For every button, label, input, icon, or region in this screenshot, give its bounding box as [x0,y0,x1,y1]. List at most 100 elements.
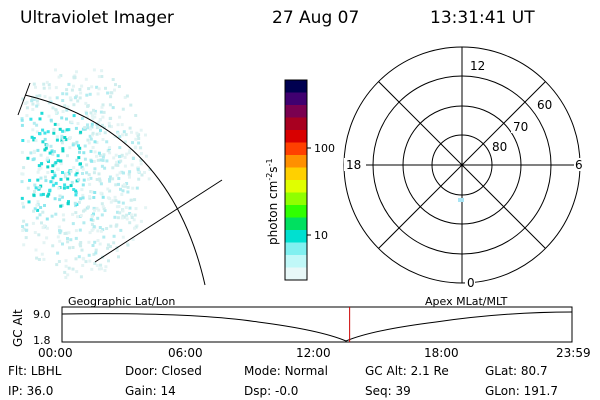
emission-pixel [90,125,94,129]
emission-pixel [31,102,35,106]
emission-pixel [25,106,29,110]
emission-pixel [79,241,83,244]
emission-pixel [46,130,50,134]
emission-pixel [100,69,104,73]
emission-pixel [76,215,79,219]
emission-pixel [126,243,130,247]
emission-pixel [36,200,40,204]
emission-pixel [114,199,118,203]
emission-pixel [42,224,46,228]
emission-pixel [116,130,120,134]
emission-pixel [118,146,122,150]
emission-pixel [111,106,115,110]
emission-pixel [61,213,65,217]
emission-pixel [95,264,99,267]
emission-pixel [49,144,53,148]
colorbar-cell [285,155,307,168]
emission-pixel [78,88,82,91]
emission-pixel [108,175,112,179]
emission-pixel [82,209,85,213]
emission-pixel [65,108,69,112]
emission-pixel [118,211,122,215]
emission-pixel [130,130,133,134]
emission-pixel [97,151,101,155]
colorbar-tick-label-10: 10 [314,229,328,242]
emission-pixel [97,172,101,176]
emission-pixel [65,88,69,92]
emission-pixel [26,139,30,143]
emission-pixel [21,139,25,142]
emission-pixel [79,130,83,134]
emission-pixel [60,195,64,199]
earth-limb-arc [24,94,206,286]
emission-pixel [108,103,112,107]
altitude-curve [61,311,573,342]
emission-pixel [79,275,83,279]
emission-pixel [91,244,95,247]
emission-pixel [42,82,46,86]
emission-pixel [87,177,90,181]
emission-pixel [47,101,51,105]
emission-pixel [69,238,73,242]
emission-pixel [35,256,39,260]
emission-pixel [133,213,137,217]
emission-pixel [102,153,106,157]
emission-pixel [45,80,49,84]
emission-pixel [87,87,91,91]
emission-pixel [137,137,141,140]
emission-pixel [101,103,105,107]
emission-pixel [119,187,122,191]
emission-pixel [129,103,133,107]
emission-pixel [48,86,52,90]
emission-pixel [100,164,104,168]
colorbar-cell [285,105,307,118]
emission-pixel [133,146,137,150]
emission-pixel [75,158,79,162]
emission-pixel [70,120,74,124]
emission-pixel [79,91,83,95]
emission-pixel [67,200,70,204]
emission-pixel [116,163,120,167]
emission-pixel [108,146,112,150]
emission-pixel [116,210,119,214]
emission-pixel [63,136,67,139]
emission-pixel [128,212,132,215]
emission-pixel [133,226,136,230]
status-gc-alt: GC Alt: 2.1 Re [365,364,449,378]
emission-pixel [77,178,81,182]
emission-pixel [117,182,120,186]
emission-pixel [42,241,46,245]
emission-pixel [35,99,39,103]
emission-pixel [93,111,97,115]
emission-pixel [33,183,37,187]
emission-pixel [92,171,96,175]
emission-pixel [25,100,29,104]
emission-pixel [56,123,60,127]
emission-pixel [82,178,86,182]
emission-pixel [72,103,76,107]
emission-pixel [92,196,96,199]
emission-pixel [100,123,104,127]
emission-pixel [61,149,65,153]
emission-pixel [51,176,55,180]
emission-pixel [115,249,119,252]
emission-pixel [120,193,124,196]
emission-pixel [101,205,105,209]
emission-pixel [114,224,118,228]
emission-pixel [83,157,87,161]
emission-pixel [120,133,124,137]
emission-pixel [135,131,139,135]
emission-pixel [41,210,45,214]
emission-pixel [101,138,105,141]
emission-pixel [45,143,49,147]
emission-pixel [131,237,135,241]
emission-pixel [97,75,101,79]
emission-pixel [42,257,46,261]
emission-pixel [102,207,106,210]
emission-pixel [54,111,58,115]
emission-pixel [54,86,58,90]
emission-pixel [123,155,127,159]
emission-pixel [61,99,65,102]
timeline-xtick-3: 18:00 [424,346,459,360]
emission-pixel [114,153,118,157]
